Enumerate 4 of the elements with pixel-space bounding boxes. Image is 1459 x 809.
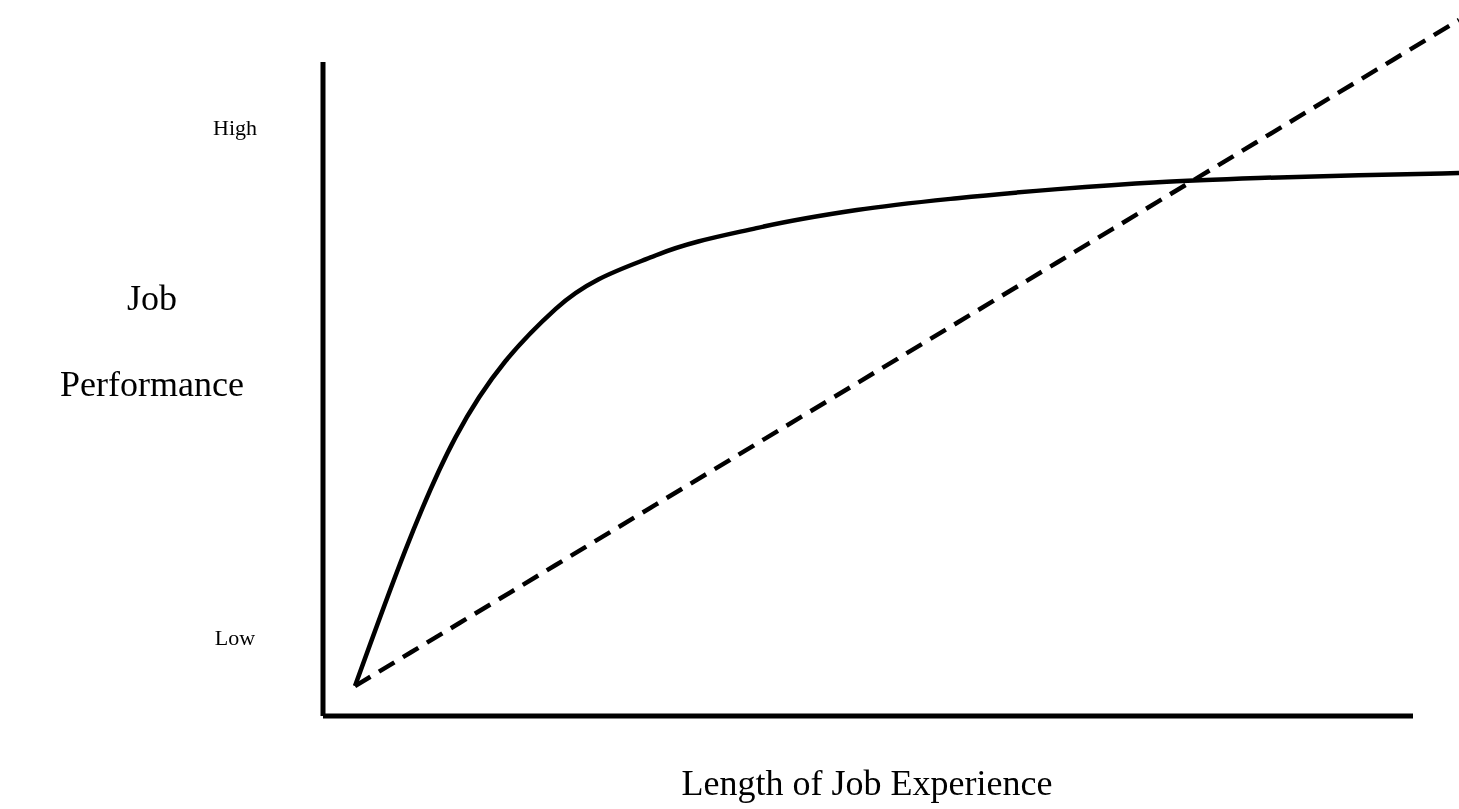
text: Low — [214, 625, 256, 650]
text: High — [213, 115, 257, 140]
x-axis-title: Length of Job Experience — [681, 763, 1053, 803]
text: Job Performance — [60, 278, 244, 404]
